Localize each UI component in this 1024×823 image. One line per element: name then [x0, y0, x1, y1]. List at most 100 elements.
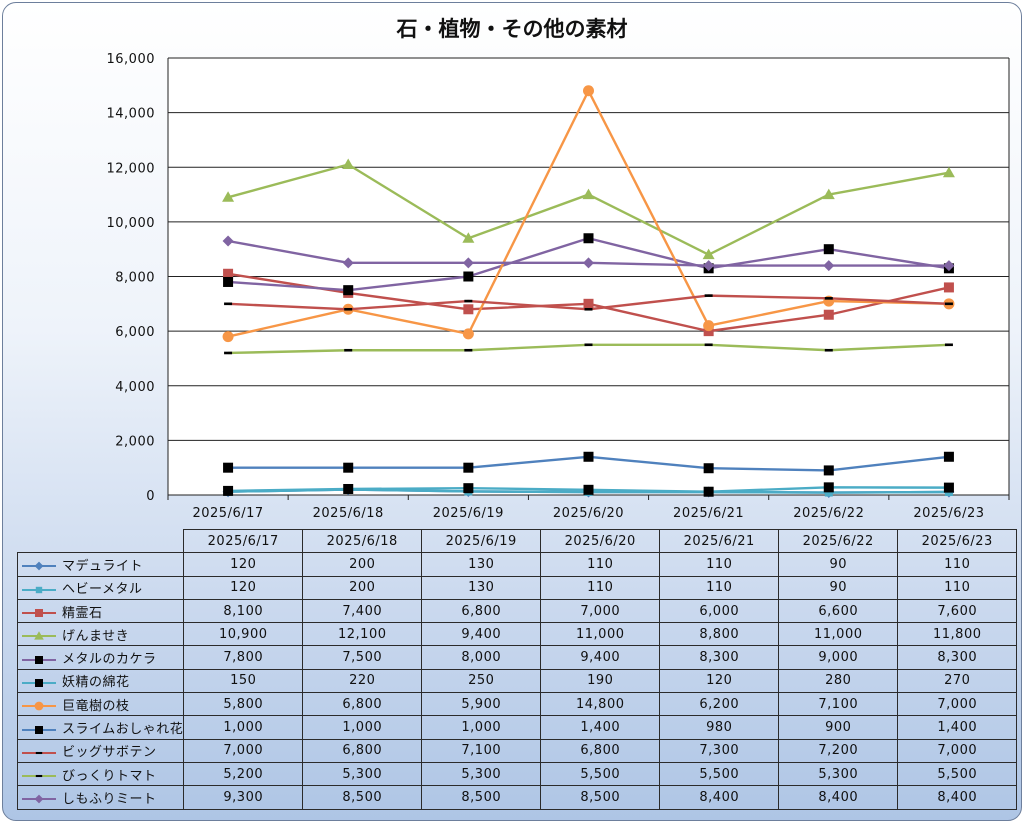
- data-point: [222, 235, 234, 247]
- table-row: マデュライト 120 200 130 110 110 90 110: [16, 552, 1018, 577]
- table-row: 巨竜樹の枝 5,800 6,800 5,900 14,800 6,200 7,100 7,00…: [16, 692, 1018, 717]
- table-cell: 11,800: [897, 622, 1018, 647]
- table-cell: 8,800: [659, 622, 780, 647]
- data-point: [463, 462, 474, 473]
- data-point: [344, 307, 353, 311]
- table-cell: 6,000: [659, 598, 780, 624]
- table-cell: 110: [897, 575, 1018, 600]
- table-corner: [17, 529, 185, 553]
- table-cell: 190: [540, 668, 661, 694]
- data-point: [703, 260, 715, 272]
- series-name: 妖精の綿花: [62, 675, 130, 691]
- table-cell: 6,800: [302, 692, 423, 717]
- series-name: メタルのカケラ: [62, 652, 157, 668]
- data-point: [223, 276, 234, 287]
- table-cell: 9,300: [183, 785, 304, 810]
- series-name: げんませき: [62, 628, 130, 644]
- data-point: [222, 191, 235, 202]
- legend-entry: げんませき: [16, 622, 185, 647]
- table-cell: 8,400: [659, 785, 780, 810]
- data-point: [704, 343, 713, 347]
- chart-title: 石・植物・その他の素材: [396, 17, 628, 41]
- data-point: [823, 309, 834, 320]
- data-point: [583, 85, 594, 97]
- table-cell: 6,800: [540, 738, 661, 763]
- data-point: [343, 483, 354, 494]
- table-cell: 5,900: [421, 692, 542, 717]
- data-point: [583, 298, 594, 309]
- table-cell: 250: [421, 668, 542, 694]
- table-cell: 7,500: [302, 645, 423, 670]
- table-cell: 130: [421, 575, 542, 600]
- data-point: [343, 462, 354, 473]
- table-cell: 7,100: [778, 692, 899, 717]
- table-cell: 110: [897, 552, 1018, 577]
- table-row: スライムおしゃれ花 1,000 1,000 1,000 1,400 980 900 1,400: [16, 715, 1018, 740]
- y-tick-label: 12,000: [107, 161, 156, 176]
- data-point: [222, 331, 234, 343]
- series-3: [222, 158, 955, 260]
- y-tick-label: 2,000: [115, 434, 155, 449]
- table-cell: 5,200: [183, 761, 304, 787]
- table-cell: 150: [183, 668, 304, 694]
- data-point: [583, 257, 594, 269]
- legend-entry: びっくりトマト: [16, 761, 185, 787]
- legend-key-icon: [22, 725, 56, 734]
- data-point: [823, 244, 834, 255]
- x-tick-label: 2025/6/18: [313, 506, 384, 521]
- legend-entry: しもふりミート: [16, 785, 185, 810]
- table-cell: 270: [897, 668, 1018, 694]
- series-name: 精霊石: [62, 605, 103, 621]
- data-point: [462, 257, 474, 269]
- data-point: [583, 233, 594, 244]
- y-tick-label: 4,000: [115, 380, 155, 395]
- table-cell: 110: [659, 575, 780, 600]
- table-cell: 8,100: [183, 598, 304, 624]
- data-point: [223, 462, 234, 473]
- data-point: [582, 188, 595, 200]
- data-point: [463, 483, 474, 494]
- series-name: スライムおしゃれ花: [62, 722, 184, 738]
- table-cell: 5,300: [421, 761, 542, 787]
- table-cell: 1,400: [540, 715, 661, 740]
- legend-key-icon: [22, 701, 56, 711]
- data-point: [824, 297, 833, 300]
- data-point: [703, 463, 714, 474]
- table-cell: 200: [302, 575, 423, 600]
- data-table: 2025/6/17 2025/6/18 2025/6/19 2025/6/20 2025…: [16, 528, 1018, 810]
- table-cell: 7,000: [897, 692, 1018, 717]
- table-cell: 1,000: [421, 715, 542, 740]
- data-point: [464, 348, 473, 352]
- x-tick-label: 2025/6/23: [913, 506, 984, 521]
- data-point: [583, 484, 594, 495]
- series-name: びっくりトマト: [62, 768, 157, 784]
- y-tick-label: 16,000: [107, 52, 156, 67]
- legend-key-icon: [22, 609, 56, 618]
- table-cell: 7,800: [183, 645, 304, 670]
- table-cell: 7,400: [302, 598, 423, 624]
- table-row: げんませき 10,900 12,100 9,400 11,000 8,800 11,000 1…: [16, 622, 1018, 647]
- legend-key-icon: [22, 655, 56, 664]
- series-7: [223, 451, 954, 476]
- data-point: [823, 260, 835, 272]
- table-row: 精霊石 8,100 7,400 6,800 7,000 6,000 6,600 7,600: [16, 598, 1018, 624]
- data-point: [583, 451, 594, 462]
- table-cell: 120: [659, 668, 780, 694]
- data-point: [944, 343, 953, 347]
- legend-entry: メタルのカケラ: [16, 645, 185, 670]
- legend-key-icon: [22, 751, 56, 754]
- table-column-header: 2025/6/17: [183, 528, 304, 554]
- legend-key-icon: [22, 586, 56, 593]
- data-point: [703, 320, 715, 332]
- table-cell: 220: [302, 668, 423, 694]
- data-point: [224, 351, 233, 355]
- table-cell: 1,000: [302, 715, 423, 740]
- x-tick-label: 2025/6/19: [433, 506, 504, 521]
- table-cell: 5,800: [183, 692, 304, 717]
- table-cell: 10,900: [183, 622, 304, 647]
- data-point: [463, 271, 474, 282]
- series-name: しもふりミート: [62, 791, 157, 807]
- legend-entry: 巨竜樹の枝: [16, 692, 185, 717]
- data-point: [462, 328, 474, 340]
- x-tick-label: 2025/6/21: [673, 506, 744, 521]
